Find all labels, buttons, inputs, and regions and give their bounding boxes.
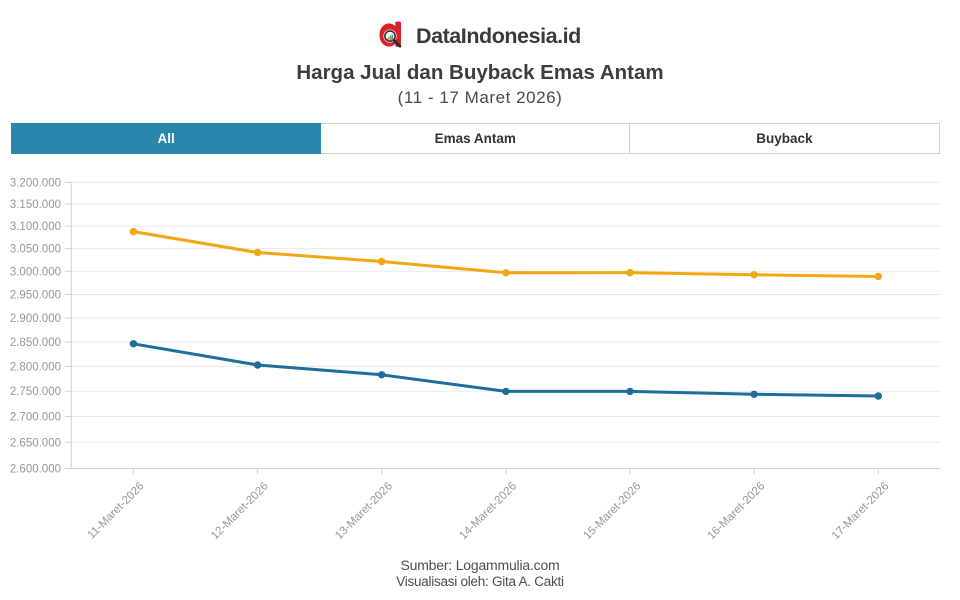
svg-text:2.750.000: 2.750.000	[10, 386, 61, 398]
svg-text:17-Maret-2026: 17-Maret-2026	[830, 480, 892, 542]
svg-text:11-Maret-2026: 11-Maret-2026	[85, 480, 146, 541]
svg-text:3.200.000: 3.200.000	[10, 177, 61, 189]
svg-text:13-Maret-2026: 13-Maret-2026	[333, 480, 395, 542]
svg-text:3.150.000: 3.150.000	[10, 199, 61, 211]
svg-text:16-Maret-2026: 16-Maret-2026	[706, 480, 768, 542]
svg-text:2.800.000: 2.800.000	[10, 361, 61, 373]
svg-text:12-Maret-2026: 12-Maret-2026	[209, 480, 271, 542]
svg-text:2.850.000: 2.850.000	[10, 337, 61, 349]
svg-text:2.600.000: 2.600.000	[10, 464, 61, 476]
svg-text:3.100.000: 3.100.000	[10, 221, 61, 233]
svg-text:14-Maret-2026: 14-Maret-2026	[457, 480, 519, 542]
svg-text:2.950.000: 2.950.000	[10, 290, 61, 302]
svg-text:15-Maret-2026: 15-Maret-2026	[581, 480, 643, 542]
svg-text:3.050.000: 3.050.000	[10, 244, 61, 256]
svg-text:2.900.000: 2.900.000	[10, 313, 61, 325]
svg-text:2.700.000: 2.700.000	[10, 412, 61, 424]
svg-text:2.650.000: 2.650.000	[10, 437, 61, 449]
svg-text:3.000.000: 3.000.000	[10, 266, 61, 278]
